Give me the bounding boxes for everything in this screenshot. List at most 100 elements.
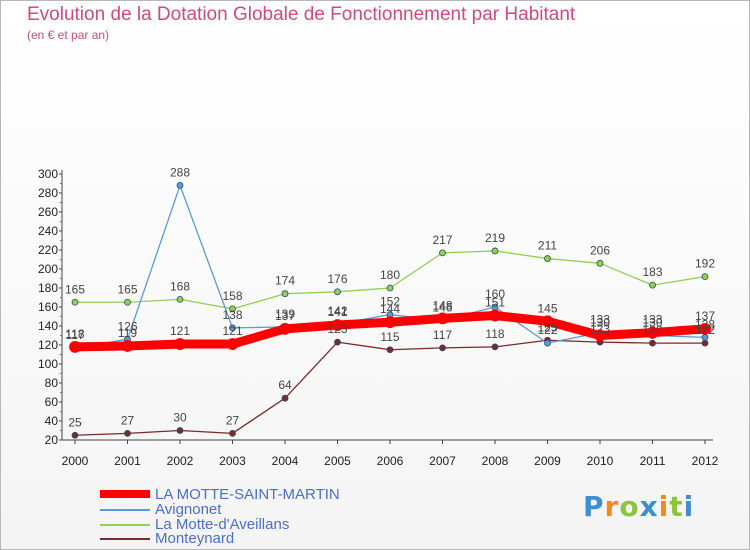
data-point [544,255,551,262]
data-label: 165 [65,282,85,296]
data-point [69,340,81,353]
data-label: 192 [695,257,715,271]
x-tick-label: 2004 [272,454,299,468]
x-tick-label: 2005 [324,454,351,468]
data-point [176,295,184,303]
data-label: 30 [173,411,187,425]
data-point [439,344,446,352]
data-label: 145 [537,301,557,315]
data-point [334,338,341,346]
data-label: 130 [642,316,662,330]
data-point [176,181,184,189]
y-tick-label: 140 [38,319,58,333]
data-label: 165 [117,282,137,296]
y-tick-label: 180 [38,281,58,295]
data-label: 118 [65,327,84,341]
y-tick-label: 100 [38,357,58,371]
data-point [121,340,134,352]
data-point [436,312,449,325]
legend-swatch [100,524,150,526]
chart-title: Evolution de la Dotation Globale de Fonc… [27,4,576,25]
data-label: 219 [485,231,505,245]
data-point [384,316,396,329]
data-label: 118 [485,327,504,341]
data-point [229,324,236,332]
data-point [491,247,499,255]
data-label: 130 [590,316,610,330]
data-label: 133 [590,313,610,327]
data-point [229,429,236,437]
legend-label: La Motte-d'Aveillans [155,516,290,533]
x-tick-label: 2011 [640,454,666,468]
data-label: 168 [170,279,190,293]
x-tick-label: 2006 [377,454,404,468]
data-label: 123 [327,322,347,336]
data-label: 288 [170,165,190,179]
data-label: 146 [432,300,452,314]
legend-swatch [100,490,150,498]
data-label: 206 [590,243,610,257]
data-point [334,288,341,296]
data-label: 121 [170,324,190,338]
y-tick-label: 280 [38,186,58,200]
data-label: 115 [380,330,399,344]
data-label: 183 [642,265,662,279]
data-point [701,273,709,281]
y-tick-label: 260 [38,205,58,219]
data-label: 25 [68,415,82,429]
data-label: 122 [695,323,715,337]
data-point [439,249,446,257]
data-point [331,319,344,331]
chart-subtitle: (en € et par an) [27,28,110,42]
legend-item-avignonet: Avignonet [100,501,420,518]
data-point [649,339,656,347]
data-label: 174 [275,274,295,288]
data-point [229,305,236,313]
data-label: 137 [275,309,295,323]
data-point [701,339,709,347]
data-label: 121 [222,324,242,338]
x-tick-label: 2012 [692,454,719,468]
data-point [226,338,239,350]
data-label: 133 [642,313,662,327]
x-tick-label: 2001 [114,454,141,468]
data-label: 158 [222,289,242,303]
data-label: 176 [327,272,347,286]
legend-item-monteynard: Monteynard [100,530,420,547]
y-tick-label: 40 [45,414,59,428]
data-point [544,339,551,347]
data-label: 139 [275,307,295,321]
data-label: 64 [278,378,292,392]
data-point [699,322,711,335]
data-point [124,298,131,306]
data-label: 122 [537,323,557,337]
y-tick-label: 120 [38,338,58,352]
data-point [649,281,656,289]
data-point [174,338,186,350]
data-label: 137 [695,309,715,323]
x-tick-label: 2008 [482,454,509,468]
data-label: 148 [432,298,452,312]
x-tick-label: 2003 [219,454,246,468]
series-points [69,181,711,439]
data-label: 142 [327,304,347,318]
data-label: 117 [433,328,452,342]
y-tick-label: 80 [45,376,59,390]
data-point [124,429,131,437]
y-tick-label: 300 [38,167,58,181]
data-point [386,284,394,292]
legend-label: Avignonet [155,501,222,518]
data-label: 160 [485,287,505,301]
data-label: 125 [537,320,557,334]
legend-item-la-motte-d-aveillans: La Motte-d'Aveillans [100,516,420,533]
data-point [491,343,499,351]
proxiti-logo: Proxiti [583,490,695,523]
legend-label: Monteynard [155,530,235,547]
y-tick-label: 60 [45,395,59,409]
data-point [281,290,289,298]
x-tick-label: 2002 [167,454,194,468]
data-label: 119 [118,326,137,340]
